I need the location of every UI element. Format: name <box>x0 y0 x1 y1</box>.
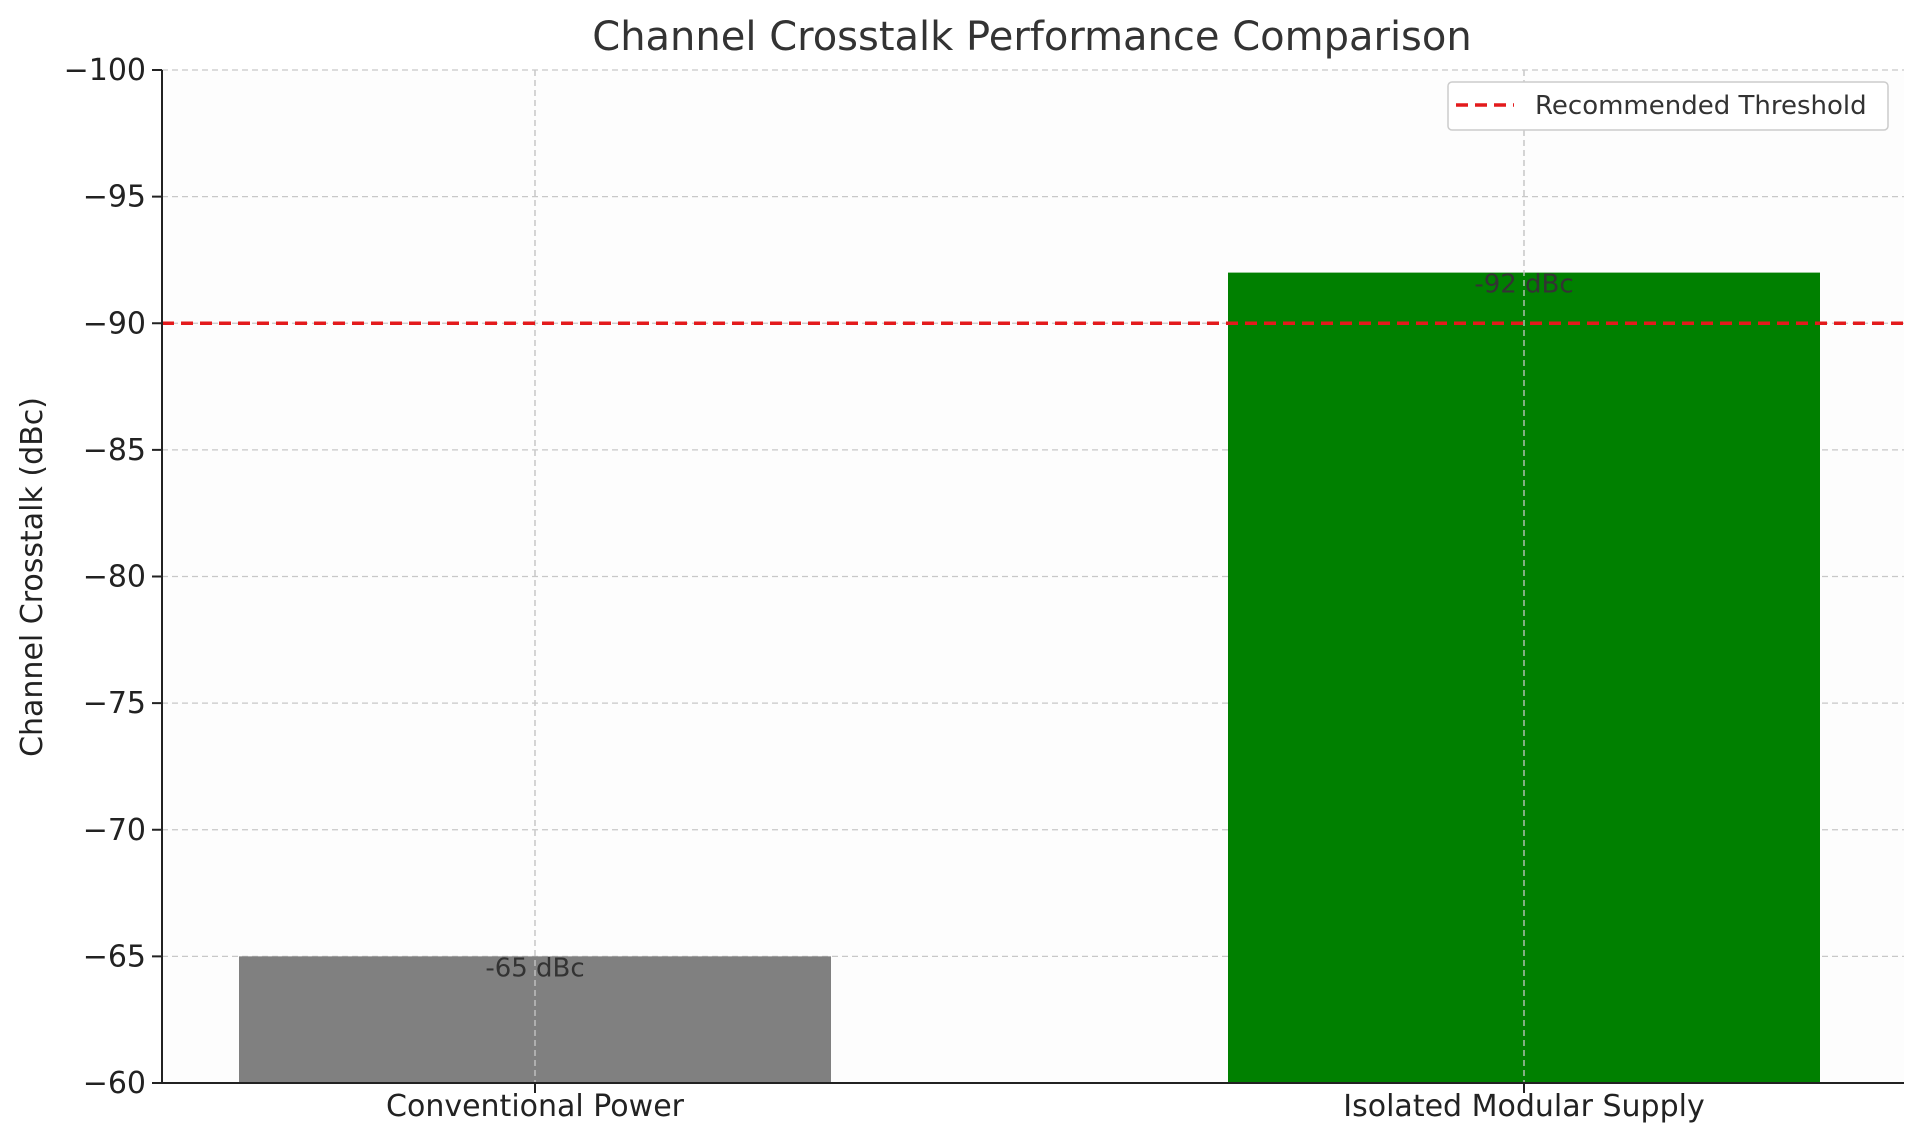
y-tick-label: −80 <box>83 560 146 595</box>
x-tick-label: Conventional Power <box>386 1089 685 1124</box>
x-tick-label: Isolated Modular Supply <box>1343 1089 1704 1124</box>
chart-title: Channel Crosstalk Performance Comparison <box>592 14 1471 60</box>
bars <box>239 70 1820 1084</box>
y-axis-label: Channel Crosstalk (dBc) <box>15 397 50 757</box>
bar-value-labels: -65 dBc -92 dBc <box>485 270 1573 984</box>
y-tick-label: −95 <box>83 180 146 215</box>
y-tick-label: −70 <box>83 813 146 848</box>
bar-value-label: -65 dBc <box>485 953 584 983</box>
legend: Recommended Threshold <box>1447 81 1889 131</box>
y-tick-label: −60 <box>83 1066 146 1101</box>
legend-box <box>1447 81 1889 131</box>
bar-value-label: -92 dBc <box>1474 270 1573 300</box>
y-tick-label: −75 <box>83 686 146 721</box>
bar-isolated-modular-supply <box>1228 272 1820 1084</box>
tick-labels: −100 −95 −90 −85 −80 −75 −70 −65 −60 Conventional… <box>64 53 1705 1124</box>
y-tick-label: −90 <box>83 306 146 341</box>
y-tick-label: −85 <box>83 433 146 468</box>
y-tick-label: −100 <box>64 53 146 88</box>
axes <box>152 69 1904 1093</box>
legend-threshold-label: Recommended Threshold <box>1535 91 1867 121</box>
y-tick-label: −65 <box>83 939 146 974</box>
